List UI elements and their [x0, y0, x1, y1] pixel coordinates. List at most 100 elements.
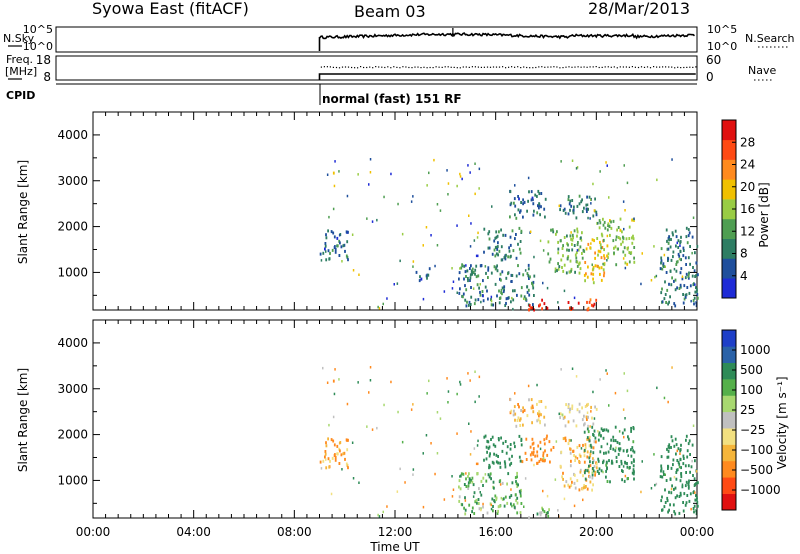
heatmap-cell — [628, 251, 631, 254]
heatmap-cell — [473, 447, 476, 450]
heatmap-cell — [604, 226, 607, 230]
heatmap-cell — [627, 454, 629, 457]
heatmap-cell — [534, 193, 537, 197]
heatmap-cell — [509, 398, 512, 402]
heatmap-cell — [555, 232, 557, 236]
heatmap-cell — [600, 266, 603, 270]
heatmap-cell — [532, 280, 535, 284]
heatmap-cell — [610, 438, 613, 442]
velocity-ylabel: Slant Range [km] — [16, 368, 30, 472]
heatmap-cell — [696, 288, 698, 292]
heatmap-cell — [682, 509, 685, 513]
heatmap-cell — [633, 459, 635, 463]
colorbar-swatch — [722, 278, 736, 299]
heatmap-cell — [586, 210, 588, 213]
heatmap-cell — [575, 375, 578, 378]
heatmap-cell — [623, 479, 626, 483]
heatmap-cell — [505, 253, 507, 257]
heatmap-cell — [366, 425, 368, 428]
heatmap-cell — [593, 429, 596, 433]
heatmap-cell — [495, 235, 498, 239]
heatmap-cell — [422, 297, 425, 301]
freq-label-line1: Freq. — [6, 53, 33, 66]
heatmap-cell — [586, 300, 588, 304]
heatmap-cell — [696, 293, 699, 296]
heatmap-cell — [660, 256, 663, 260]
heatmap-cell — [459, 474, 462, 478]
heatmap-cell — [554, 270, 557, 273]
heatmap-cell — [592, 469, 595, 473]
heatmap-cell — [515, 256, 518, 260]
heatmap-cell — [327, 229, 329, 233]
heatmap-cell — [603, 254, 605, 258]
heatmap-cell — [550, 228, 552, 232]
heatmap-cell — [589, 475, 591, 479]
heatmap-cell — [415, 270, 418, 274]
heatmap-cell — [595, 440, 597, 444]
heatmap-cell — [344, 249, 346, 253]
heatmap-cell — [376, 218, 378, 222]
heatmap-cell — [496, 294, 498, 298]
heatmap-cell — [668, 443, 671, 447]
heatmap-cell — [512, 307, 514, 311]
heatmap-cell — [482, 476, 485, 480]
heatmap-cell — [584, 471, 586, 475]
heatmap-cell — [622, 449, 625, 453]
heatmap-cell — [516, 485, 519, 488]
heatmap-cell — [661, 475, 664, 479]
heatmap-cell — [508, 246, 510, 250]
heatmap-cell — [469, 273, 472, 277]
heatmap-cell — [542, 489, 544, 493]
heatmap-cell — [325, 441, 327, 445]
heatmap-cell — [602, 223, 605, 227]
heatmap-cell — [674, 437, 677, 441]
heatmap-cell — [664, 501, 667, 504]
heatmap-cell — [467, 481, 470, 485]
heatmap-cell — [378, 515, 381, 518]
heatmap-cell — [632, 464, 635, 468]
heatmap-cell — [675, 263, 678, 266]
heatmap-cell — [515, 233, 517, 236]
heatmap-cell — [554, 267, 557, 271]
heatmap-cell — [570, 459, 572, 463]
heatmap-cell — [667, 465, 670, 469]
heatmap-cell — [443, 290, 446, 293]
heatmap-cell — [531, 451, 533, 455]
heatmap-cell — [583, 484, 585, 488]
heatmap-cell — [696, 296, 699, 300]
heatmap-cell — [588, 300, 591, 304]
heatmap-cell — [681, 483, 684, 486]
heatmap-cell — [558, 265, 561, 269]
heatmap-cell — [694, 491, 696, 494]
heatmap-cell — [573, 504, 576, 508]
heatmap-cell — [693, 302, 695, 306]
heatmap-cell — [660, 469, 662, 473]
heatmap-cell — [632, 440, 635, 444]
heatmap-cell — [596, 469, 599, 473]
heatmap-cell — [499, 296, 502, 300]
heatmap-cell — [612, 435, 615, 439]
heatmap-cell — [603, 248, 605, 252]
heatmap-cell — [541, 298, 543, 302]
heatmap-cell — [687, 228, 690, 232]
heatmap-cell — [497, 241, 499, 245]
heatmap-cell — [682, 249, 685, 252]
heatmap-cell — [532, 447, 535, 451]
heatmap-cell — [686, 455, 689, 459]
heatmap-cell — [614, 425, 617, 429]
heatmap-cell — [696, 496, 698, 500]
heatmap-cell — [526, 414, 529, 418]
heatmap-cell — [630, 426, 632, 430]
heatmap-cell — [510, 409, 513, 413]
heatmap-cell — [598, 471, 600, 475]
heatmap-cell — [697, 481, 699, 485]
heatmap-cell — [532, 410, 535, 414]
heatmap-cell — [464, 499, 467, 502]
heatmap-cell — [579, 245, 582, 249]
heatmap-cell — [410, 200, 413, 203]
heatmap-cell — [551, 228, 554, 232]
heatmap-cell — [592, 272, 595, 276]
heatmap-cell — [338, 462, 341, 465]
heatmap-cell — [491, 497, 494, 501]
heatmap-cell — [691, 251, 693, 255]
